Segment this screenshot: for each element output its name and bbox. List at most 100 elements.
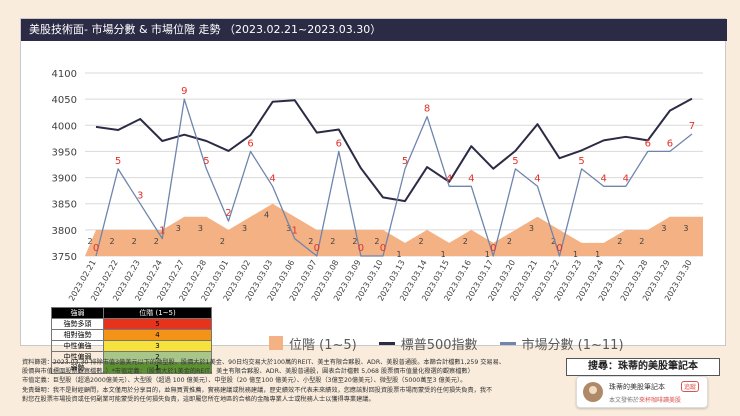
line-market-score bbox=[95, 98, 693, 257]
area-data-label: 2 bbox=[507, 237, 512, 246]
chart-title: 美股技術面- 市場分數 & 市場位階 走勢 （2023.02.21~2023.0… bbox=[21, 19, 727, 41]
chart-legend: 位階 (1~5) 標普500指數 市場分數 (1~11) bbox=[269, 331, 646, 355]
y-tick-label: 3950 bbox=[52, 147, 77, 158]
legend-item-score: 市場分數 (1~11) bbox=[499, 334, 624, 353]
level-row-3: 中性偏強 3 bbox=[51, 340, 212, 352]
y-tick-label: 4000 bbox=[52, 121, 77, 132]
level-row-level: 5 bbox=[103, 318, 212, 330]
level-table-header-name: 強弱 bbox=[51, 307, 104, 319]
score-data-label: 0 bbox=[556, 243, 562, 254]
footnote-line: 資料篩選：2023.03.30 排除市值3億美元以下的微型股、股價大於1美金、9… bbox=[22, 359, 505, 366]
level-row-level: 3 bbox=[103, 340, 212, 352]
area-data-label: 2 bbox=[87, 237, 92, 246]
score-data-label: 4 bbox=[269, 173, 275, 184]
score-data-label: 1 bbox=[159, 226, 165, 237]
y-tick-label: 3750 bbox=[52, 252, 77, 263]
profile-sub-accent: 來杯咖啡讀美股 bbox=[639, 397, 682, 404]
level-row-2: 中性偏弱 2 bbox=[51, 351, 212, 363]
level-row-level: 1 bbox=[103, 362, 212, 374]
area-data-label: 2 bbox=[463, 237, 468, 246]
level-row-level: 4 bbox=[103, 329, 212, 341]
score-data-label: 5 bbox=[512, 156, 518, 167]
score-data-label: 1 bbox=[291, 226, 297, 237]
score-data-label: 0 bbox=[490, 243, 496, 254]
y-tick-label: 3900 bbox=[52, 174, 77, 185]
area-level bbox=[85, 203, 703, 256]
area-data-label: 2 bbox=[132, 237, 137, 246]
level-table-header-level: 位階 (1~5) bbox=[103, 307, 212, 319]
legend-item-sp500: 標普500指數 bbox=[378, 334, 478, 353]
profile-sub-prefix: 本文發佈於 bbox=[609, 397, 640, 404]
footnote-line: 股價與市值標圍股票觀察檔數。）*市值定義：（股價大於1美金的REIT、美主有限合… bbox=[22, 368, 474, 376]
score-data-label: 5 bbox=[578, 156, 584, 167]
area-data-label: 3 bbox=[286, 224, 291, 233]
legend-label-level: 位階 (1~5) bbox=[289, 337, 357, 353]
avatar bbox=[583, 382, 603, 402]
score-data-label: 0 bbox=[358, 243, 364, 254]
level-row-name: 相對強勢 bbox=[51, 329, 104, 341]
score-data-label: 5 bbox=[203, 156, 209, 167]
search-banner: 搜尋：珠蒂的美股筆記本 bbox=[566, 358, 720, 376]
area-data-label: 2 bbox=[308, 237, 313, 246]
level-row-4: 相對強勢 4 bbox=[51, 329, 212, 341]
area-data-label: 1 bbox=[396, 250, 401, 259]
y-tick-label: 3850 bbox=[52, 200, 77, 211]
profile-name: 珠蒂的美股筆記本 bbox=[609, 383, 665, 391]
level-row-name: 中性偏強 bbox=[51, 340, 104, 352]
score-data-label: 0 bbox=[314, 243, 320, 254]
score-data-label: 0 bbox=[380, 243, 386, 254]
footnote-line: 市值定義：巨型股（超過2000億美元）、大型股（超過 100 億美元）、中型股（… bbox=[22, 377, 467, 385]
y-tick-label: 4050 bbox=[52, 95, 77, 106]
score-data-label: 6 bbox=[667, 138, 673, 149]
score-data-label: 4 bbox=[534, 173, 540, 184]
area-data-label: 1 bbox=[595, 250, 600, 259]
score-data-label: 2 bbox=[225, 208, 231, 219]
area-data-label: 2 bbox=[617, 237, 622, 246]
area-data-label: 4 bbox=[264, 211, 269, 220]
chart-card: 美股技術面- 市場分數 & 市場位階 走勢 （2023.02.21~2023.0… bbox=[20, 18, 727, 374]
level-row-1: 弱勢 1 bbox=[51, 362, 212, 374]
area-data-label: 2 bbox=[374, 237, 379, 246]
score-data-label: 6 bbox=[645, 138, 651, 149]
legend-label-sp500: 標普500指數 bbox=[400, 337, 478, 353]
area-data-label: 3 bbox=[198, 224, 203, 233]
score-data-label: 8 bbox=[424, 104, 430, 115]
footnote-line: 免責聲明：我不是財經顧問，本文僅用於分享目的，並無買賣推薦，實務建議或稅務建議，… bbox=[22, 386, 493, 394]
level-row-name: 強勢多頭 bbox=[51, 318, 104, 330]
score-data-label: 3 bbox=[137, 191, 143, 202]
area-data-label: 2 bbox=[110, 237, 115, 246]
footnotes: 資料篩選：2023.03.30 排除市值3億美元以下的微型股、股價大於1美金、9… bbox=[22, 358, 556, 404]
score-data-label: 4 bbox=[468, 173, 474, 184]
area-data-label: 3 bbox=[529, 224, 534, 233]
area-data-label: 3 bbox=[661, 224, 666, 233]
footnote-line: 對您在股票市場投資或任何副業可能蒙受的任何損失負責，這即屬您所在地區的合格的金融… bbox=[22, 395, 375, 403]
profile-subtitle: 本文發佈於來杯咖啡讀美股 bbox=[609, 395, 681, 404]
area-data-label: 1 bbox=[441, 250, 446, 259]
area-data-label: 3 bbox=[176, 224, 181, 233]
y-tick-label: 3800 bbox=[52, 226, 77, 237]
score-data-label: 6 bbox=[247, 138, 253, 149]
area-data-label: 2 bbox=[330, 237, 335, 246]
legend-item-level: 位階 (1~5) bbox=[269, 334, 357, 353]
area-data-label: 2 bbox=[419, 237, 424, 246]
area-data-label: 2 bbox=[154, 237, 159, 246]
legend-swatch-level bbox=[269, 336, 283, 350]
score-data-label: 5 bbox=[115, 156, 121, 167]
legend-swatch-sp500 bbox=[378, 341, 395, 345]
legend-label-score: 市場分數 (1~11) bbox=[521, 337, 624, 353]
level-table-header: 強弱 位階 (1~5) bbox=[51, 307, 212, 319]
area-data-label: 1 bbox=[485, 250, 490, 259]
line-sp500 bbox=[95, 97, 693, 203]
area-data-label: 3 bbox=[683, 224, 688, 233]
author-profile-card[interactable]: 珠蒂的美股筆記本 追蹤 本文發佈於來杯咖啡讀美股 bbox=[576, 376, 708, 408]
legend-swatch-score bbox=[499, 341, 516, 345]
chart-area: 3750 3800 3850 3900 3950 4000 4050 4100 2 2 2 2 3 3 2 3… bbox=[21, 41, 727, 374]
area-data-label: 2 bbox=[220, 237, 225, 246]
follow-button[interactable]: 追蹤 bbox=[681, 381, 700, 392]
area-data-label: 3 bbox=[242, 224, 247, 233]
area-data-label: 2 bbox=[551, 237, 556, 246]
level-table: 強弱 位階 (1~5) 強勢多頭 5 相對強勢 4 中性偏強 3 中性偏弱 2 … bbox=[51, 307, 212, 374]
score-data-label: 4 bbox=[623, 173, 629, 184]
score-data-label: 4 bbox=[446, 173, 452, 184]
